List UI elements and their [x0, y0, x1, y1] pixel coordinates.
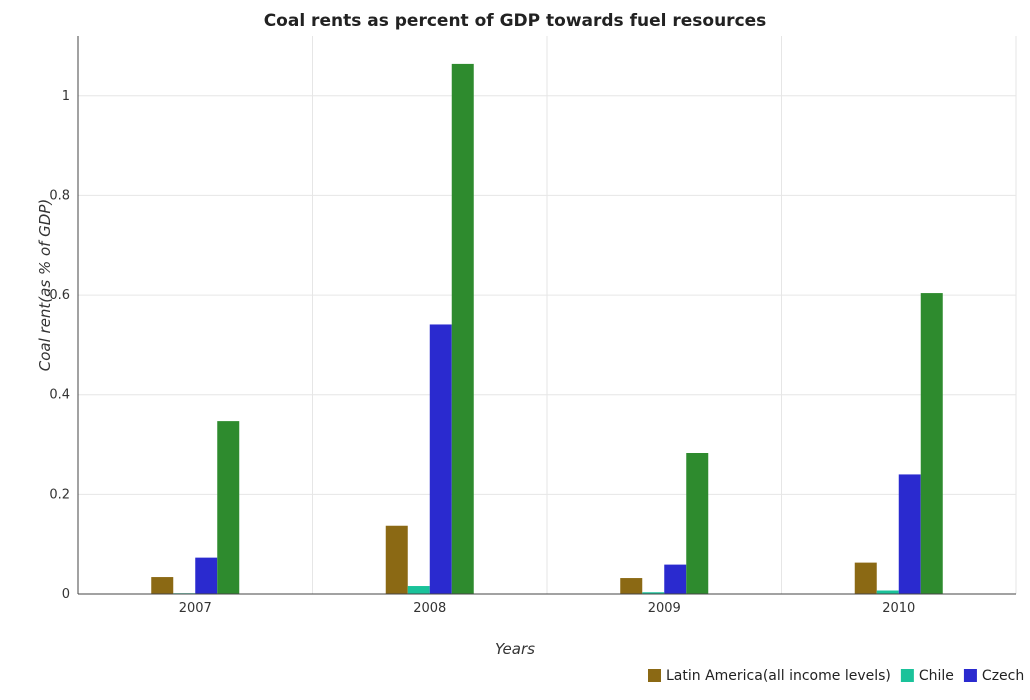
bar-latin-america-all-income-levels--2010 [854, 562, 877, 594]
y-tick-label: 0.4 [49, 388, 70, 403]
y-tick-label: 0.6 [49, 288, 70, 303]
bar-kosovo-2009 [686, 453, 709, 594]
legend-label: Czech Republic [982, 668, 1030, 684]
x-tick-label: 2008 [413, 601, 446, 616]
legend-label: Chile [919, 668, 954, 684]
bar-chile-2010 [876, 590, 899, 594]
bar-kosovo-2007 [217, 421, 240, 594]
bar-czech-republic-2008 [429, 324, 452, 594]
x-axis-label: Years [495, 640, 535, 658]
y-tick-label: 0.2 [49, 487, 70, 502]
y-tick-label: 0 [62, 587, 70, 602]
bar-kosovo-2008 [451, 63, 474, 594]
bar-latin-america-all-income-levels--2007 [151, 577, 174, 594]
bar-latin-america-all-income-levels--2008 [385, 525, 408, 594]
bar-kosovo-2010 [920, 293, 943, 594]
x-tick-label: 2009 [648, 601, 681, 616]
bars [151, 63, 943, 594]
y-tick-label: 0.8 [49, 188, 70, 203]
bar-czech-republic-2010 [898, 474, 921, 594]
axes: 0 0.2 0.4 0.6 0.8 1 2007 2008 2009 2010 [49, 36, 1016, 616]
x-tick-label: 2007 [179, 601, 212, 616]
bar-chile-2008 [407, 586, 430, 594]
legend-swatch [963, 669, 977, 682]
bar-chile-2009 [642, 592, 665, 594]
y-axis-label: Coal rent(as % of GDP) [36, 199, 54, 372]
bar-latin-america-all-income-levels--2009 [620, 578, 643, 594]
legend: Latin America(all income levels) Chile Cze… [648, 668, 1030, 684]
legend-label: Latin America(all income levels) [666, 668, 891, 684]
legend-swatch [648, 669, 661, 682]
x-tick-label: 2010 [882, 601, 915, 616]
chart-title: Coal rents as percent of GDP towards fue… [264, 11, 767, 31]
bar-czech-republic-2009 [664, 564, 687, 594]
y-tick-label: 1 [62, 89, 70, 104]
bar-czech-republic-2007 [195, 557, 218, 594]
legend-swatch [900, 669, 914, 682]
